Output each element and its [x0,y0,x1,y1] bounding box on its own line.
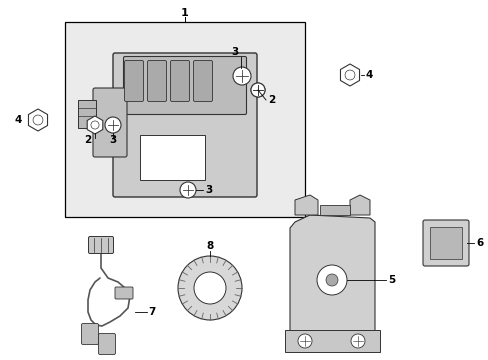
FancyBboxPatch shape [98,333,115,355]
Text: 8: 8 [206,241,213,251]
Text: 1: 1 [181,8,188,18]
FancyBboxPatch shape [124,60,143,102]
Bar [140,135,204,180]
Polygon shape [319,205,349,215]
FancyBboxPatch shape [81,324,98,345]
Bar [285,330,379,352]
Circle shape [105,117,121,133]
FancyBboxPatch shape [429,227,461,259]
Text: 3: 3 [109,135,116,145]
Circle shape [178,256,242,320]
FancyBboxPatch shape [88,237,113,253]
Circle shape [250,83,264,97]
FancyBboxPatch shape [170,60,189,102]
Polygon shape [87,116,102,134]
FancyBboxPatch shape [123,57,246,114]
Text: 6: 6 [475,238,482,248]
FancyBboxPatch shape [93,88,127,157]
Circle shape [180,182,196,198]
Circle shape [316,265,346,295]
Text: 2: 2 [267,95,275,105]
Text: 3: 3 [204,185,212,195]
Circle shape [232,67,250,85]
Circle shape [250,83,264,97]
FancyBboxPatch shape [115,287,133,299]
Text: 3: 3 [231,47,238,57]
Text: 2: 2 [84,135,91,145]
Text: 4: 4 [365,70,373,80]
Bar [78,100,96,128]
FancyBboxPatch shape [113,53,257,197]
FancyBboxPatch shape [193,60,212,102]
Polygon shape [294,195,317,215]
Text: 7: 7 [148,307,155,317]
Bar [65,22,305,217]
Circle shape [297,334,311,348]
Polygon shape [289,215,374,340]
FancyBboxPatch shape [147,60,166,102]
FancyBboxPatch shape [422,220,468,266]
Text: 4: 4 [14,115,21,125]
Polygon shape [340,64,359,86]
Circle shape [325,274,337,286]
Text: 5: 5 [387,275,394,285]
Circle shape [194,272,225,304]
Circle shape [350,334,364,348]
Polygon shape [349,195,369,215]
Polygon shape [28,109,47,131]
